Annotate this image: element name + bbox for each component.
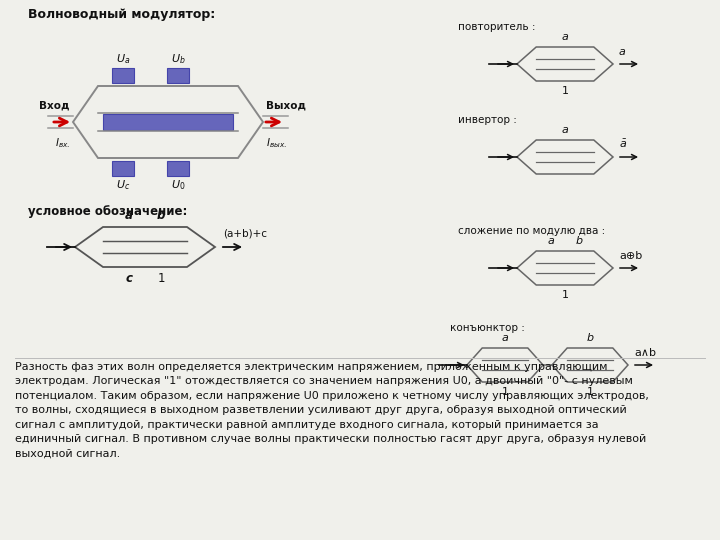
- Text: $U_0$: $U_0$: [171, 178, 185, 192]
- Text: 1: 1: [502, 387, 508, 397]
- Text: a: a: [548, 236, 554, 246]
- Text: a: a: [125, 209, 133, 222]
- Text: 1: 1: [562, 86, 569, 96]
- Text: инвертор :: инвертор :: [458, 115, 517, 125]
- Text: повторитель :: повторитель :: [458, 22, 536, 32]
- Text: Волноводный модулятор:: Волноводный модулятор:: [28, 8, 215, 21]
- Text: $U_a$: $U_a$: [116, 52, 130, 66]
- Text: a∧b: a∧b: [634, 348, 656, 358]
- Text: 1: 1: [157, 272, 165, 285]
- Text: a: a: [619, 47, 626, 57]
- Text: $I_{вых.}$: $I_{вых.}$: [266, 136, 287, 150]
- Text: b: b: [157, 209, 165, 222]
- Text: $I_{вх.}$: $I_{вх.}$: [55, 136, 70, 150]
- Text: a: a: [562, 125, 568, 135]
- Text: b: b: [575, 236, 582, 246]
- Text: сложение по модулю два :: сложение по модулю два :: [458, 226, 606, 236]
- Text: Выход: Выход: [266, 100, 306, 110]
- Text: a: a: [562, 32, 568, 42]
- Text: (a+b)+c: (a+b)+c: [223, 229, 267, 239]
- Bar: [167, 161, 189, 176]
- Text: a⊕b: a⊕b: [619, 251, 642, 261]
- Text: $\bar{a}$: $\bar{a}$: [619, 138, 627, 150]
- Text: c: c: [125, 272, 132, 285]
- Text: a: a: [502, 333, 508, 343]
- Text: 1: 1: [587, 387, 593, 397]
- Bar: [112, 161, 134, 176]
- Text: конъюнктор :: конъюнктор :: [450, 323, 525, 333]
- Bar: [112, 68, 134, 83]
- Text: Разность фаз этих волн определяется электрическим напряжением, приложенным к упр: Разность фаз этих волн определяется элек…: [15, 362, 649, 458]
- Text: $U_b$: $U_b$: [171, 52, 185, 66]
- Bar: [103, 114, 233, 130]
- Text: 1: 1: [562, 290, 569, 300]
- Text: Вход: Вход: [40, 100, 70, 110]
- Bar: [167, 68, 189, 83]
- Text: условное обозначение:: условное обозначение:: [28, 205, 187, 218]
- Text: b: b: [586, 333, 593, 343]
- Text: $U_c$: $U_c$: [116, 178, 130, 192]
